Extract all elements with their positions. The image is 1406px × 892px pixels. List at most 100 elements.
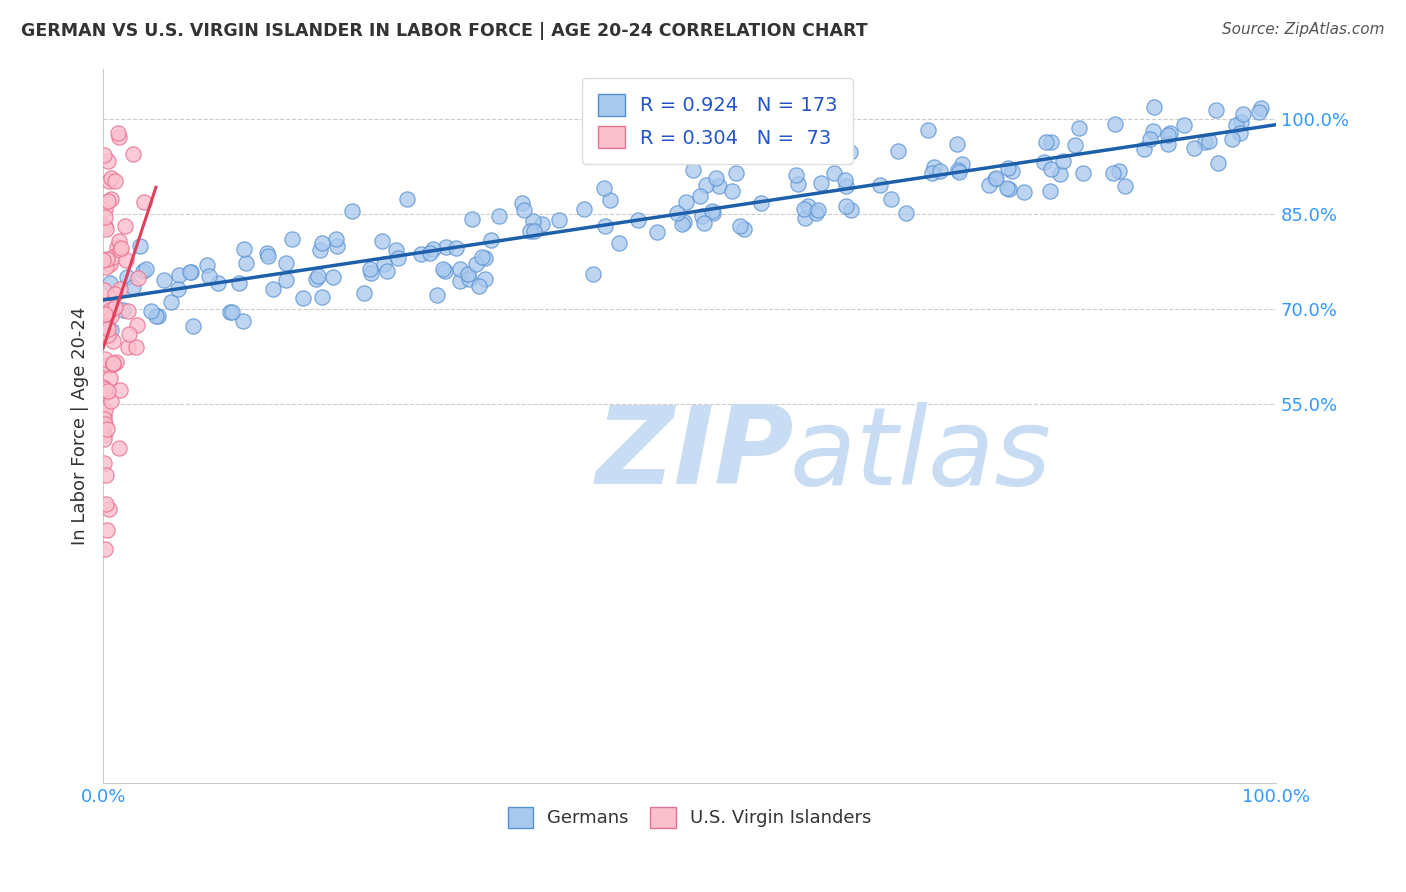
Point	[360, 266, 382, 280]
Point	[322, 269, 344, 284]
Point	[1035, 135, 1057, 149]
Point	[728, 219, 751, 233]
Point	[522, 214, 544, 228]
Point	[218, 305, 240, 319]
Point	[127, 270, 149, 285]
Point	[666, 206, 689, 220]
Point	[94, 307, 117, 321]
Point	[274, 272, 297, 286]
Point	[1143, 100, 1166, 114]
Point	[100, 171, 122, 186]
Point	[101, 250, 124, 264]
Point	[117, 270, 139, 285]
Point	[1205, 103, 1227, 117]
Point	[531, 217, 554, 231]
Point	[96, 385, 118, 400]
Point	[468, 279, 491, 293]
Point	[834, 173, 856, 187]
Point	[1220, 132, 1243, 146]
Point	[96, 523, 118, 537]
Point	[309, 243, 332, 257]
Point	[433, 264, 456, 278]
Point	[117, 340, 139, 354]
Point	[104, 286, 127, 301]
Point	[593, 219, 616, 233]
Point	[411, 247, 433, 261]
Text: GERMAN VS U.S. VIRGIN ISLANDER IN LABOR FORCE | AGE 20-24 CORRELATION CHART: GERMAN VS U.S. VIRGIN ISLANDER IN LABOR …	[21, 22, 868, 40]
Point	[675, 195, 697, 210]
Point	[523, 224, 546, 238]
Point	[232, 242, 254, 256]
Point	[93, 428, 115, 442]
Point	[457, 267, 479, 281]
Point	[281, 232, 304, 246]
Point	[693, 216, 716, 230]
Point	[880, 192, 903, 206]
Point	[689, 189, 711, 203]
Point	[998, 182, 1021, 196]
Point	[582, 267, 605, 281]
Point	[152, 272, 174, 286]
Point	[823, 166, 845, 180]
Point	[111, 303, 134, 318]
Point	[105, 240, 128, 254]
Point	[627, 212, 650, 227]
Text: Source: ZipAtlas.com: Source: ZipAtlas.com	[1222, 22, 1385, 37]
Point	[479, 234, 502, 248]
Point	[93, 409, 115, 424]
Point	[1049, 167, 1071, 181]
Point	[100, 192, 122, 206]
Point	[444, 241, 467, 255]
Text: ZIP: ZIP	[596, 401, 794, 508]
Point	[1033, 154, 1056, 169]
Point	[434, 240, 457, 254]
Point	[519, 224, 541, 238]
Point	[733, 221, 755, 235]
Point	[101, 334, 124, 348]
Point	[98, 174, 121, 188]
Point	[785, 168, 807, 182]
Point	[997, 161, 1019, 175]
Point	[108, 383, 131, 397]
Point	[1132, 142, 1154, 156]
Point	[108, 234, 131, 248]
Point	[94, 417, 117, 432]
Point	[948, 165, 970, 179]
Point	[101, 355, 124, 369]
Point	[235, 256, 257, 270]
Point	[232, 314, 254, 328]
Point	[1071, 165, 1094, 179]
Point	[432, 262, 454, 277]
Point	[94, 542, 117, 557]
Point	[98, 257, 121, 271]
Point	[488, 209, 510, 223]
Point	[986, 170, 1008, 185]
Point	[179, 264, 201, 278]
Point	[311, 290, 333, 304]
Point	[104, 300, 127, 314]
Point	[1250, 101, 1272, 115]
Point	[471, 250, 494, 264]
Point	[97, 194, 120, 209]
Point	[1206, 156, 1229, 170]
Point	[751, 196, 773, 211]
Point	[645, 225, 668, 239]
Point	[1229, 115, 1251, 129]
Point	[166, 281, 188, 295]
Point	[100, 302, 122, 317]
Point	[107, 126, 129, 140]
Point	[101, 357, 124, 371]
Point	[340, 204, 363, 219]
Point	[950, 156, 973, 170]
Point	[207, 276, 229, 290]
Point	[94, 403, 117, 417]
Point	[134, 194, 156, 209]
Point	[1182, 141, 1205, 155]
Y-axis label: In Labor Force | Age 20-24: In Labor Force | Age 20-24	[72, 307, 89, 545]
Point	[1232, 106, 1254, 120]
Point	[104, 174, 127, 188]
Point	[395, 192, 418, 206]
Point	[1198, 134, 1220, 148]
Point	[707, 178, 730, 193]
Point	[183, 319, 205, 334]
